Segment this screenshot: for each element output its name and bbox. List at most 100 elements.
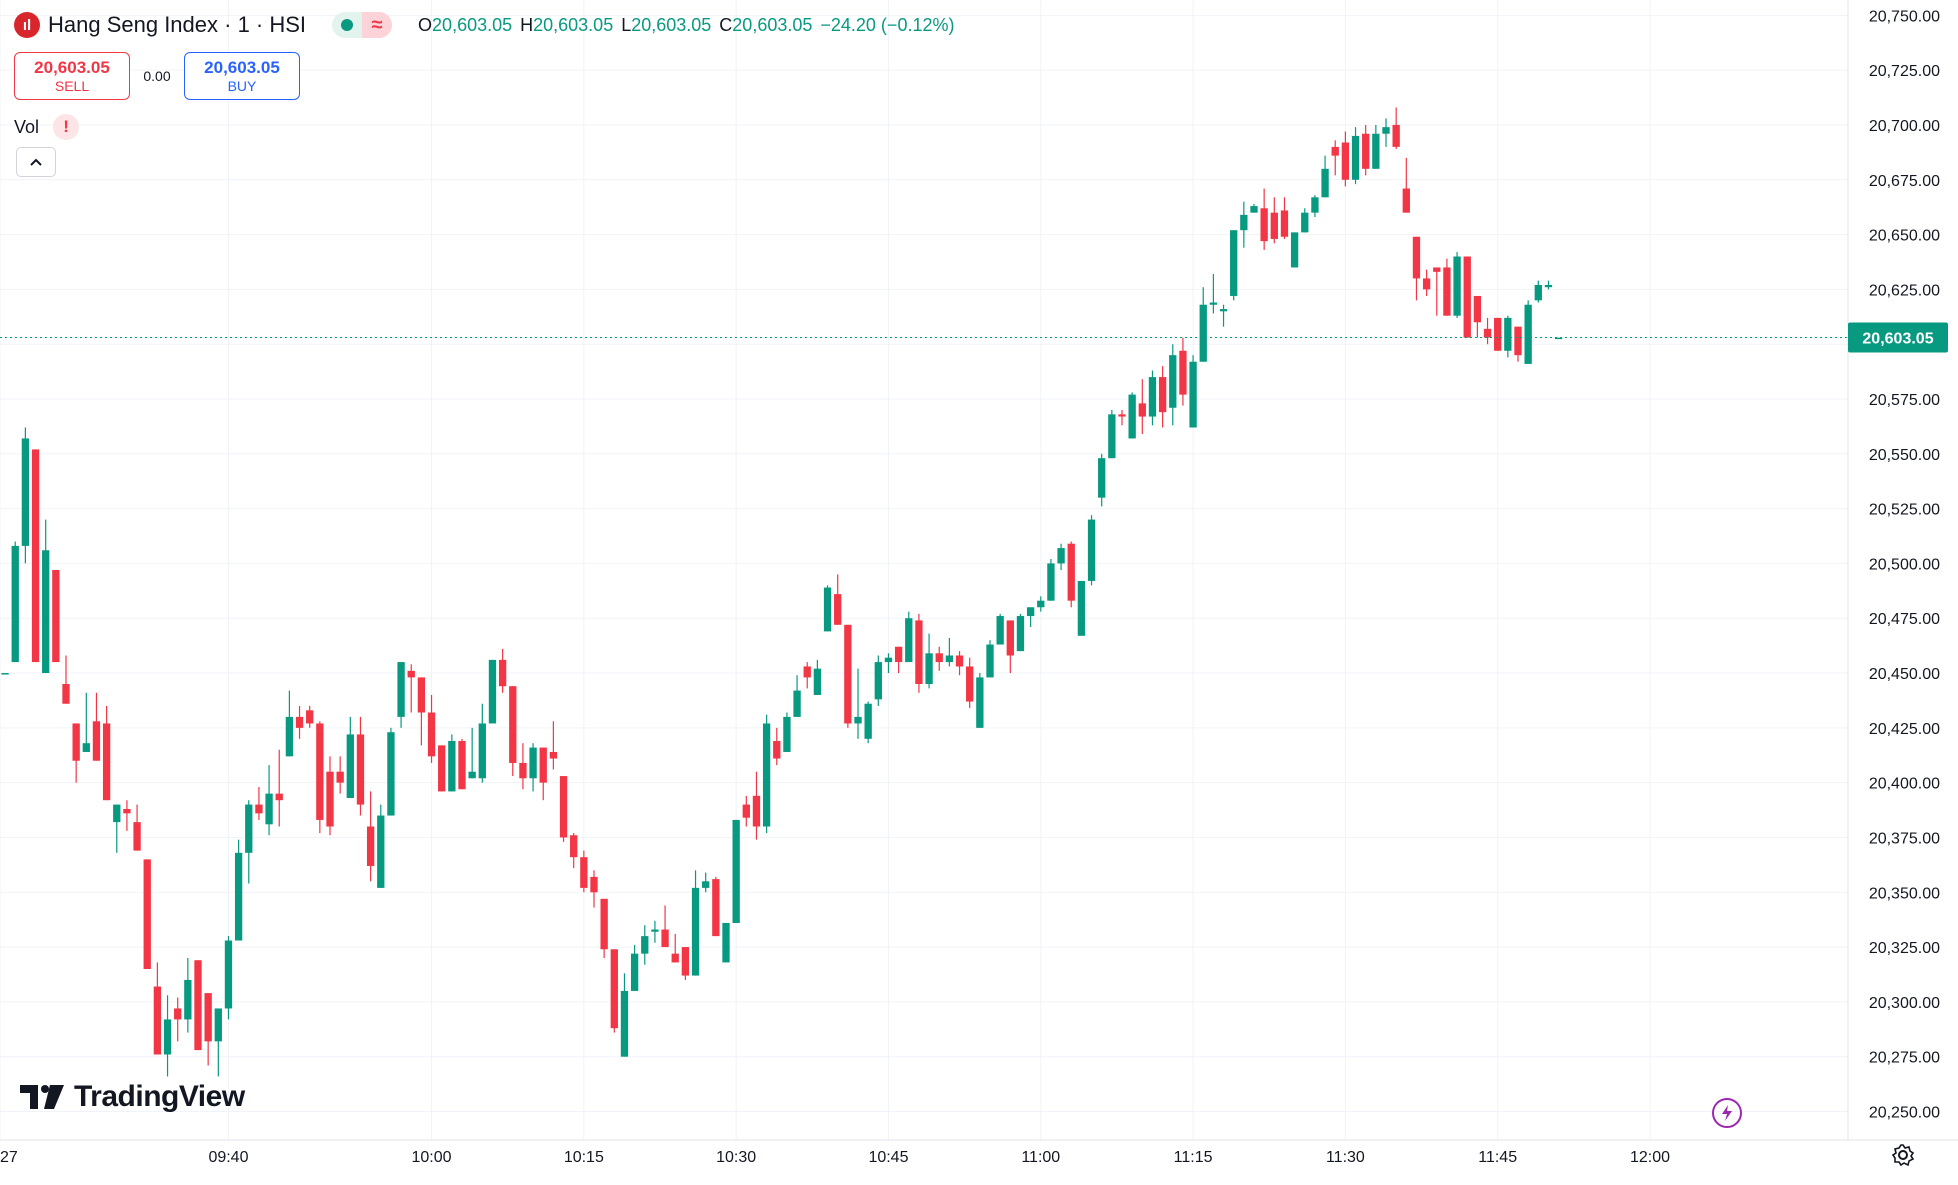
candle-body: [1118, 414, 1126, 417]
gear-icon: [1891, 1144, 1915, 1167]
y-tick-label: 20,725.00: [1869, 63, 1940, 80]
volume-label: Vol: [14, 116, 40, 137]
candle-down: [133, 804, 141, 851]
candle-body: [590, 876, 598, 893]
candle-body: [1433, 267, 1441, 272]
candle-up: [1189, 355, 1197, 428]
candle-body: [417, 677, 426, 713]
candle-down: [356, 716, 365, 816]
candle-body: [1554, 337, 1563, 340]
candle-body: [783, 716, 791, 752]
candle-body: [1158, 377, 1167, 413]
candle-body: [1006, 620, 1014, 656]
candle-up: [1554, 337, 1563, 340]
buy-button[interactable]: 20,603.05 BUY: [184, 52, 300, 100]
candle-body: [1483, 328, 1492, 338]
price-axis[interactable]: 20,250.00 20,275.00 20,300.00 20,325.00 20,3…: [1869, 8, 1940, 1121]
candle-up: [1169, 344, 1177, 426]
candle-body: [691, 887, 700, 976]
candle-up: [1098, 453, 1106, 507]
candle-body: [894, 646, 903, 663]
candle-down: [92, 692, 101, 761]
candle-down: [295, 705, 304, 739]
candle-up: [1504, 315, 1512, 358]
volume-indicator[interactable]: Vol !: [14, 114, 80, 140]
candle-body: [366, 826, 375, 866]
candle-up: [1026, 607, 1035, 627]
lightning-bolt-icon: [1722, 1105, 1732, 1121]
candle-up: [691, 870, 700, 976]
sell-button[interactable]: 20,603.05 SELL: [14, 52, 130, 100]
candle-body: [184, 979, 192, 1020]
lightning-icon[interactable]: [1712, 1098, 1742, 1128]
candle-up: [976, 673, 984, 728]
candle-body: [681, 947, 690, 976]
candle-body: [448, 741, 456, 792]
candle-body: [1270, 212, 1278, 239]
candle-body: [42, 550, 50, 674]
candle-body: [478, 723, 486, 779]
warning-icon[interactable]: !: [53, 114, 80, 140]
candle-body: [1138, 403, 1146, 417]
candle-body: [72, 723, 80, 761]
candle-up: [783, 712, 791, 752]
candle-body: [143, 859, 151, 969]
candle-body: [651, 929, 659, 932]
tradingview-logo[interactable]: TradingView: [20, 1080, 245, 1114]
candle-body: [1453, 256, 1461, 316]
candle-down: [102, 705, 111, 801]
candle-body: [1473, 295, 1482, 323]
candle-body: [671, 953, 679, 963]
y-tick-label: 20,575.00: [1869, 392, 1940, 409]
candle-up: [1250, 203, 1258, 213]
x-tick-label: 11:15: [1174, 1149, 1213, 1166]
candle-up: [813, 659, 822, 695]
x-tick-label: 10:00: [412, 1149, 452, 1166]
candle-body: [1260, 208, 1268, 242]
candle-down: [935, 646, 943, 671]
candle-body: [1311, 197, 1319, 213]
ohlc-high-key: H: [520, 14, 534, 35]
candle-body: [407, 670, 415, 678]
settings-gear-icon[interactable]: [1888, 1140, 1918, 1170]
candle-body: [1026, 607, 1035, 617]
candle-down: [509, 686, 517, 777]
candle-body: [1016, 616, 1025, 652]
x-tick-label: 11:45: [1478, 1149, 1517, 1166]
candle-body: [986, 644, 994, 678]
x-tick-label: 10:45: [868, 1149, 908, 1166]
market-status[interactable]: ≈: [332, 12, 393, 38]
candle-up: [184, 958, 192, 1033]
candle-down: [336, 756, 344, 794]
candle-down: [1422, 269, 1431, 296]
symbol-title[interactable]: Hang Seng Index · 1 · HSI: [48, 12, 307, 37]
x-tick-label: 11:30: [1326, 1149, 1365, 1166]
candle-body: [427, 712, 436, 757]
candle-body: [641, 936, 649, 954]
y-tick-label: 20,400.00: [1869, 776, 1940, 793]
candle-up: [1301, 208, 1309, 233]
candle-body: [1351, 135, 1360, 180]
time-axis[interactable]: 27 09:40 10:00 10:15 10:30 10:45 11:00 11:15 11:…: [0, 1149, 1670, 1166]
candle-up: [285, 690, 294, 757]
collapse-indicators-button[interactable]: [16, 147, 56, 177]
candle-body: [803, 666, 811, 678]
candle-body: [1179, 350, 1187, 395]
candle-body: [82, 743, 90, 752]
candle-up: [925, 633, 933, 689]
candle-down: [1260, 188, 1268, 250]
candle-body: [1047, 563, 1055, 601]
candle-up: [986, 640, 994, 678]
candle-body: [732, 819, 740, 923]
candle-up: [265, 765, 273, 836]
candle-body: [346, 734, 354, 798]
candle-up: [1240, 201, 1248, 248]
candle-body: [1402, 188, 1410, 213]
candle-up: [21, 427, 30, 564]
candle-down: [143, 859, 151, 969]
candle-body: [438, 745, 446, 792]
candle-body: [915, 620, 923, 684]
candle-body: [1524, 304, 1532, 364]
candle-body: [559, 776, 568, 838]
